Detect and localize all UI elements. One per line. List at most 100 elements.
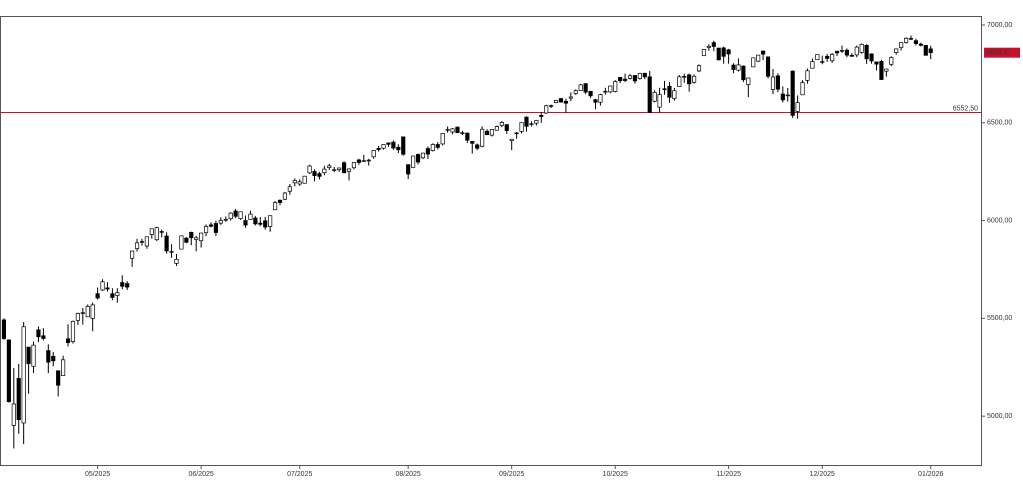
candle-body [287, 186, 292, 192]
candle-body [746, 77, 751, 85]
candle-body [356, 159, 361, 163]
candle-body [376, 148, 381, 150]
candle-body [874, 61, 879, 65]
candle-body [16, 378, 21, 421]
candle-body [854, 46, 859, 56]
candle-body [706, 45, 711, 48]
candle-body [770, 76, 776, 90]
candle-body [470, 141, 475, 144]
candle-body [203, 226, 209, 234]
candle-body [115, 292, 120, 296]
candle-body [475, 144, 480, 149]
candle-body [839, 50, 845, 52]
candle-body [366, 159, 371, 162]
candle-body [302, 175, 307, 184]
candle-body [529, 123, 534, 125]
y-tick-label: 6500,00 [987, 120, 1012, 127]
candle-body [430, 144, 435, 151]
candle-body [381, 144, 386, 149]
candle-body [406, 164, 411, 175]
candle-body [800, 82, 805, 96]
candle-body [51, 355, 56, 362]
candle-body [765, 56, 771, 77]
candle-body [26, 346, 31, 365]
candle-body [90, 304, 95, 319]
candle-body [184, 237, 189, 243]
x-tick-label: 05/2025 [85, 471, 110, 478]
candle-body [411, 155, 416, 168]
candle-body [391, 141, 396, 149]
candle-body [899, 42, 904, 49]
candle-body [199, 232, 204, 242]
candle-body [100, 281, 105, 291]
candle-body [489, 129, 495, 136]
x-tick-label: 10/2025 [603, 471, 628, 478]
candle-body [243, 220, 248, 226]
candle-body [558, 98, 564, 103]
candle-body [642, 72, 647, 78]
candle-body [830, 53, 835, 62]
candle-body [637, 72, 642, 79]
candle-body [716, 47, 721, 61]
candle-body [6, 339, 11, 403]
candle-body [598, 94, 603, 103]
candle-body [386, 142, 391, 145]
candle-body [657, 94, 662, 108]
candle-body [213, 223, 218, 233]
candle-body [228, 212, 233, 219]
candle-body [396, 146, 401, 151]
candle-body [194, 237, 199, 240]
candle-body [677, 76, 682, 87]
candle-body [928, 48, 933, 54]
candle-body [159, 231, 164, 233]
x-tick-label: 12/2025 [810, 471, 835, 478]
x-tick-label: 09/2025 [499, 471, 524, 478]
candle-body [134, 242, 140, 249]
candle-body [696, 65, 702, 72]
candle-body [613, 81, 618, 92]
candle-body [632, 75, 638, 82]
candle-body [65, 338, 71, 343]
candle-body [282, 192, 288, 200]
candle-body [879, 61, 884, 80]
candle-body [825, 55, 830, 59]
candle-body [549, 105, 554, 107]
candle-body [820, 61, 825, 63]
candle-body [85, 306, 90, 318]
candle-body [169, 251, 174, 253]
candle-body [130, 250, 135, 259]
candle-body [913, 40, 919, 44]
candle-body [810, 61, 815, 69]
candle-body [731, 64, 736, 70]
candle-body [292, 180, 297, 184]
x-tick-label: 11/2025 [716, 471, 741, 478]
candle-body [110, 293, 115, 298]
candle-body [120, 282, 125, 287]
candle-body [918, 43, 923, 46]
candle-body [864, 44, 869, 60]
candle-body [327, 165, 332, 168]
x-tick-label: 01/2026 [918, 471, 943, 478]
candle-body [154, 227, 159, 241]
candle-body [780, 93, 785, 101]
candle-body [346, 168, 352, 172]
x-tick-label: 08/2025 [396, 471, 421, 478]
candle-body [420, 152, 426, 159]
last-price-label: 6858,47 [986, 50, 1011, 57]
candle-body [603, 90, 608, 93]
candle-body [233, 210, 238, 217]
candle-body [248, 213, 253, 220]
candle-body [618, 77, 623, 82]
candle-body [687, 74, 692, 85]
candle-body [499, 122, 504, 126]
candle-body [834, 50, 840, 54]
candle-body [785, 94, 790, 97]
candle-body [322, 168, 327, 174]
candle-body [608, 85, 613, 93]
candle-body [539, 115, 544, 117]
candle-body [815, 54, 820, 60]
candle-body [849, 54, 854, 57]
candle-body [568, 96, 573, 99]
candle-body [332, 169, 337, 171]
candle-body [297, 181, 302, 185]
